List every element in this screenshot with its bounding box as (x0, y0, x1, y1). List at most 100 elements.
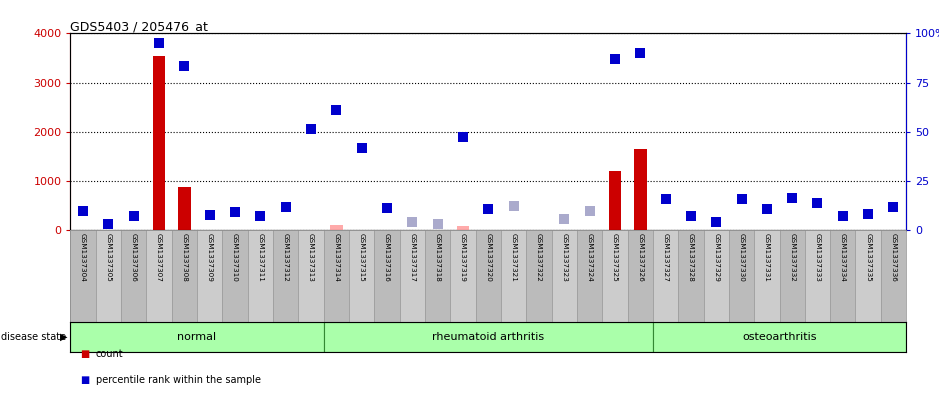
Text: GSM1337308: GSM1337308 (181, 233, 188, 281)
Point (455, 133, 470, 140)
Bar (577, 230, 602, 322)
Bar (273, 230, 299, 322)
Text: GSM1337334: GSM1337334 (839, 233, 846, 281)
Text: GSM1337323: GSM1337323 (562, 233, 567, 281)
Text: GSM1337307: GSM1337307 (156, 233, 162, 281)
Bar (881, 230, 906, 322)
Text: GSM1337336: GSM1337336 (890, 233, 897, 281)
Bar (729, 230, 754, 322)
Text: GSM1337321: GSM1337321 (511, 233, 516, 281)
Point (633, 50, 648, 56)
Text: GSM1337314: GSM1337314 (333, 233, 339, 281)
Bar (779, 230, 805, 322)
Bar (96, 230, 121, 322)
Text: GSM1337311: GSM1337311 (257, 233, 263, 281)
Point (481, 206, 496, 212)
Bar (476, 230, 500, 322)
Point (354, 145, 369, 151)
Point (886, 204, 901, 210)
Bar (653, 230, 678, 322)
Text: GSM1337309: GSM1337309 (207, 233, 213, 281)
Text: GSM1337320: GSM1337320 (485, 233, 491, 281)
Text: GSM1337332: GSM1337332 (789, 233, 795, 281)
Text: GSM1337313: GSM1337313 (308, 233, 314, 281)
Point (684, 213, 699, 219)
Point (379, 205, 394, 211)
Bar (248, 230, 273, 322)
Text: GSM1337329: GSM1337329 (714, 233, 719, 281)
Text: GSM1337317: GSM1337317 (409, 233, 415, 281)
Bar (703, 230, 729, 322)
Text: GSM1337310: GSM1337310 (232, 233, 238, 281)
Text: GSM1337330: GSM1337330 (739, 233, 745, 281)
Bar (634, 149, 647, 230)
Text: GSM1337312: GSM1337312 (283, 233, 288, 281)
Text: GSM1337326: GSM1337326 (638, 233, 643, 281)
Bar (375, 230, 400, 322)
Text: GSM1337305: GSM1337305 (105, 233, 112, 281)
Bar (146, 230, 172, 322)
Text: GSM1337318: GSM1337318 (435, 233, 440, 281)
Point (582, 208, 597, 214)
Point (75, 208, 90, 214)
Bar (451, 230, 476, 322)
Bar (121, 230, 146, 322)
Text: disease state: disease state (1, 332, 66, 342)
Bar (299, 230, 324, 322)
Text: GSM1337331: GSM1337331 (763, 233, 770, 281)
Text: ■: ■ (80, 375, 89, 386)
Bar (855, 230, 881, 322)
Point (836, 213, 851, 219)
Point (329, 107, 344, 113)
Bar (627, 230, 653, 322)
Point (760, 206, 775, 212)
Bar (602, 230, 627, 322)
Text: GSM1337327: GSM1337327 (663, 233, 669, 281)
Point (278, 204, 293, 210)
Point (861, 211, 876, 217)
Text: GSM1337335: GSM1337335 (865, 233, 871, 281)
Bar (608, 171, 622, 230)
Point (303, 125, 318, 132)
Bar (456, 226, 470, 230)
Text: GSM1337333: GSM1337333 (814, 233, 821, 281)
Text: normal: normal (177, 332, 217, 342)
Point (405, 219, 420, 225)
Bar (70, 230, 96, 322)
Point (557, 215, 572, 222)
Text: GSM1337325: GSM1337325 (612, 233, 618, 281)
Bar (754, 230, 779, 322)
Bar (223, 230, 248, 322)
Text: GSM1337322: GSM1337322 (536, 233, 542, 281)
Text: GDS5403 / 205476_at: GDS5403 / 205476_at (70, 20, 208, 33)
Bar (330, 226, 343, 230)
Bar (153, 55, 165, 230)
Bar (178, 187, 191, 230)
Bar (653, 322, 906, 352)
Point (227, 209, 242, 215)
Point (202, 212, 217, 218)
Point (253, 213, 268, 219)
Text: GSM1337324: GSM1337324 (587, 233, 593, 281)
Point (506, 203, 521, 209)
Point (734, 196, 749, 202)
Point (709, 219, 724, 225)
Bar (324, 322, 653, 352)
Text: count: count (96, 349, 123, 359)
Bar (324, 230, 349, 322)
Point (608, 56, 623, 62)
Point (785, 195, 800, 201)
Text: GSM1337306: GSM1337306 (131, 233, 137, 281)
Text: GSM1337319: GSM1337319 (460, 233, 466, 281)
Bar (805, 230, 830, 322)
Text: ■: ■ (80, 349, 89, 359)
Bar (551, 230, 577, 322)
Bar (172, 230, 197, 322)
Bar (70, 322, 324, 352)
Point (658, 196, 673, 202)
Text: GSM1337316: GSM1337316 (384, 233, 390, 281)
Point (810, 200, 825, 206)
Bar (400, 230, 425, 322)
Point (430, 220, 445, 227)
Point (177, 63, 192, 70)
